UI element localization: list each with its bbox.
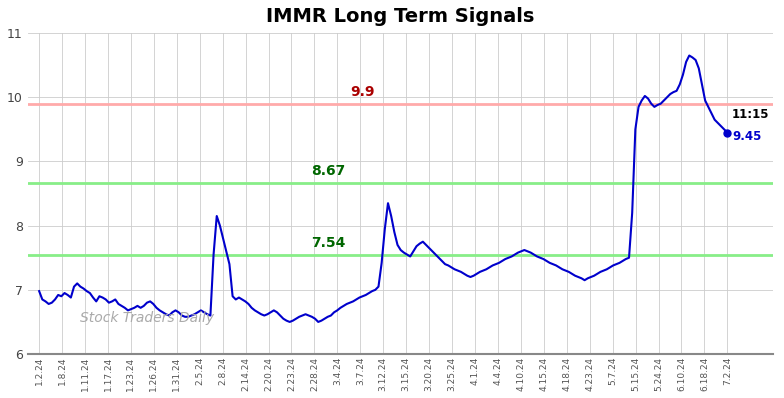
Text: 11:15: 11:15 [732, 108, 769, 121]
Text: 7.54: 7.54 [311, 236, 346, 250]
Text: 9.9: 9.9 [350, 85, 375, 99]
Text: Stock Traders Daily: Stock Traders Daily [80, 311, 214, 325]
Title: IMMR Long Term Signals: IMMR Long Term Signals [267, 7, 535, 26]
Text: 8.67: 8.67 [311, 164, 345, 178]
Text: 9.45: 9.45 [732, 130, 761, 143]
